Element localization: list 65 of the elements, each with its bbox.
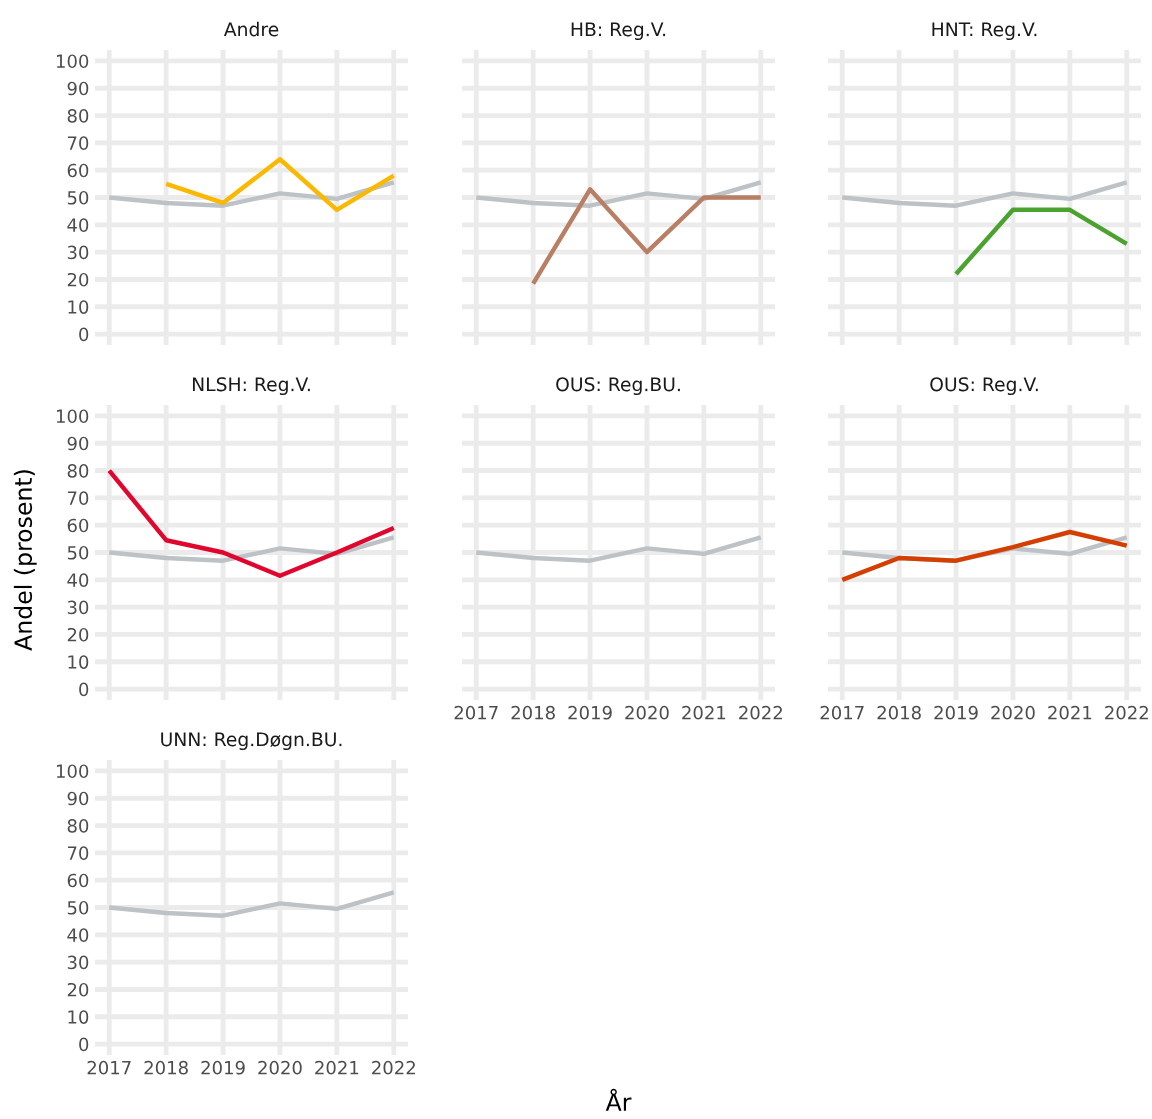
y-axis-title: Andel (prosent) <box>13 470 37 651</box>
chart-title: Andre <box>223 21 279 37</box>
y-tick-label: 60 <box>67 163 89 178</box>
y-tick-label: 30 <box>67 245 89 260</box>
y-tick-label: 90 <box>67 81 89 96</box>
x-tick-label: 2020 <box>625 705 669 720</box>
y-tick-label: 90 <box>67 436 89 451</box>
x-tick-label: 2018 <box>877 705 921 720</box>
y-tick-label: 30 <box>67 600 89 615</box>
y-tick-label: 0 <box>79 1037 89 1052</box>
x-tick-label: 2022 <box>739 705 782 720</box>
y-tick-label: 70 <box>67 136 89 150</box>
chart-title: NLSH: Reg.V. <box>192 377 310 396</box>
x-tick-label: 2017 <box>454 705 498 720</box>
y-tick-label: 60 <box>67 873 89 888</box>
x-axis-title: År <box>605 1088 632 1111</box>
x-tick-label: 2020 <box>991 705 1035 720</box>
chart-title: HNT: Reg.V. <box>932 22 1037 41</box>
x-tick-label: 2022 <box>1105 705 1148 720</box>
y-tick-label: 40 <box>67 218 89 232</box>
y-tick-label: 50 <box>67 190 89 205</box>
y-tick-label: 80 <box>67 464 89 478</box>
y-tick-label: 0 <box>79 682 89 697</box>
y-tick-label: 70 <box>67 846 89 860</box>
x-tick-label: 2017 <box>87 1060 131 1075</box>
y-tick-label: 100 <box>56 764 89 779</box>
chart-title: OUS: Reg.V. <box>930 377 1038 396</box>
chart-title: HB: Reg.V. <box>571 22 666 41</box>
y-tick-label: 100 <box>56 54 89 69</box>
y-tick-label: 20 <box>67 272 89 287</box>
y-tick-label: 50 <box>67 900 89 915</box>
x-tick-label: 2021 <box>1048 705 1092 720</box>
line-series <box>163 157 396 213</box>
x-tick-label: 2022 <box>372 1060 415 1075</box>
y-tick-label: 90 <box>67 791 89 806</box>
x-tick-label: 2018 <box>144 1060 188 1075</box>
x-tick-label: 2019 <box>568 705 612 720</box>
y-tick-label: 30 <box>67 955 89 970</box>
chart-title: OUS: Reg.BU. <box>556 377 680 396</box>
x-tick-label: 2018 <box>511 705 555 720</box>
y-tick-label: 70 <box>67 491 89 505</box>
y-tick-label: 10 <box>68 655 89 669</box>
x-tick-label: 2020 <box>258 1060 302 1075</box>
x-tick-label: 2021 <box>315 1060 359 1075</box>
x-tick-label: 2019 <box>201 1060 245 1075</box>
x-tick-label: 2019 <box>934 705 978 720</box>
line-series <box>107 890 396 918</box>
y-tick-label: 20 <box>67 627 89 642</box>
line-series <box>107 468 396 578</box>
x-tick-label: 2017 <box>820 705 864 720</box>
y-tick-label: 10 <box>68 300 89 314</box>
line-series <box>107 535 396 563</box>
y-tick-label: 60 <box>67 518 89 533</box>
chart-title: UNN: Reg.Døgn.BU. <box>161 732 342 751</box>
y-tick-label: 80 <box>67 109 89 123</box>
y-tick-label: 40 <box>67 573 89 587</box>
y-tick-label: 40 <box>67 928 89 942</box>
y-tick-label: 100 <box>56 409 89 424</box>
y-tick-label: 80 <box>67 819 89 833</box>
y-tick-label: 0 <box>79 327 89 342</box>
y-tick-label: 50 <box>67 545 89 560</box>
y-tick-label: 10 <box>68 1010 89 1024</box>
x-tick-label: 2021 <box>682 705 726 720</box>
line-series <box>107 180 396 208</box>
y-tick-label: 20 <box>67 982 89 997</box>
